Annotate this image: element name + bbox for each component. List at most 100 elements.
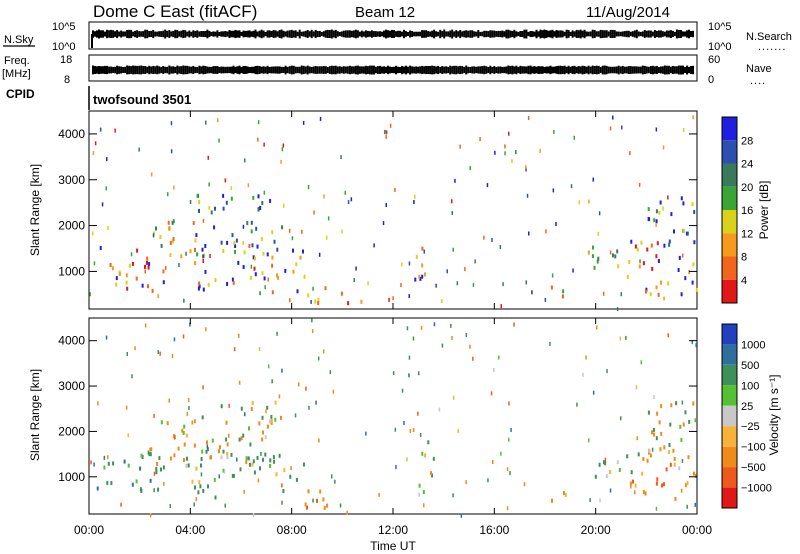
- scatter-cell: [663, 243, 666, 248]
- freq-sample: [513, 66, 516, 74]
- nave-dots: ....: [750, 75, 766, 87]
- noise-sample: [473, 31, 476, 37]
- freq-sample: [290, 65, 293, 75]
- y-tick-label: 4000: [58, 127, 85, 141]
- scatter-speck: [341, 229, 343, 234]
- freq-sample: [491, 67, 494, 74]
- freq-sample: [571, 66, 574, 74]
- scatter-cell: [226, 455, 229, 460]
- scatter-speck: [472, 282, 475, 287]
- scatter-speck: [114, 128, 116, 133]
- scatter-cell: [239, 467, 242, 472]
- scatter-cell: [616, 460, 619, 465]
- scatter-speck: [301, 229, 303, 234]
- scatter-speck: [539, 148, 541, 153]
- scatter-speck: [635, 385, 638, 390]
- freq-sample: [136, 65, 139, 75]
- scatter-cell: [256, 455, 259, 460]
- freq-sample: [278, 66, 281, 74]
- scatter-speck: [662, 206, 664, 211]
- scatter-cell: [252, 195, 255, 200]
- noise-sample: [581, 30, 584, 38]
- scatter-speck: [243, 489, 245, 494]
- scatter-speck: [552, 188, 555, 193]
- scatter-speck: [183, 298, 185, 303]
- colorbar-tick-label: 28: [741, 135, 753, 147]
- noise-sample: [294, 30, 297, 38]
- scatter-cell: [665, 467, 668, 472]
- scatter-speck: [90, 460, 92, 465]
- scatter-cell: [160, 420, 163, 425]
- noise-sample: [96, 30, 98, 38]
- noise-sample: [671, 30, 674, 37]
- scatter-speck: [99, 127, 102, 132]
- scatter-cell: [222, 449, 225, 454]
- noise-sample: [411, 31, 414, 37]
- scatter-cell: [427, 440, 430, 445]
- scatter-speck: [572, 268, 574, 273]
- scatter-cell: [284, 268, 287, 273]
- scatter-cell: [630, 470, 633, 475]
- noise-panel: [88, 21, 698, 50]
- freq-sample: [591, 65, 594, 75]
- freq-sample: [122, 67, 125, 73]
- scatter-speck: [259, 291, 261, 296]
- scatter-cell: [271, 263, 274, 268]
- noise-sample: [553, 31, 556, 37]
- noise-sample: [306, 30, 309, 38]
- noise-sample: [192, 30, 195, 38]
- time-x-axis: 00:00 04:00 08:00 12:00 16:00 20:00 00:00: [74, 111, 712, 537]
- freq-sample: [665, 65, 668, 75]
- noise-sample: [196, 30, 199, 38]
- freq-sample: [573, 65, 576, 75]
- scatter-cell: [160, 243, 163, 248]
- noise-sample: [160, 31, 163, 37]
- scatter-cell: [249, 442, 252, 447]
- scatter-speck: [412, 336, 415, 341]
- noise-sample: [647, 30, 650, 38]
- noise-sample: [509, 30, 512, 38]
- scatter-cell: [225, 200, 228, 205]
- freq-sample: [621, 65, 624, 74]
- freq-sample: [354, 65, 357, 75]
- freq-sample: [631, 66, 634, 74]
- scatter-speck: [409, 429, 412, 433]
- scatter-speck: [682, 253, 684, 258]
- freq-sample: [266, 65, 269, 75]
- scatter-speck: [353, 278, 355, 283]
- freq-sample: [527, 65, 530, 75]
- freq-sample: [194, 66, 197, 74]
- noise-sample: [619, 31, 622, 37]
- colorbar-tick-label: −100: [741, 442, 766, 454]
- noise-sample: [170, 31, 173, 37]
- scatter-speck: [423, 249, 425, 254]
- scatter-speck: [308, 405, 310, 410]
- freq-sample: [525, 66, 528, 74]
- noise-sample: [621, 31, 624, 37]
- scatter-cell: [249, 275, 252, 280]
- scatter-cell: [196, 194, 199, 198]
- noise-sample: [407, 32, 409, 36]
- scatter-cell: [251, 462, 254, 467]
- scatter-speck: [318, 252, 321, 257]
- scatter-speck: [392, 371, 395, 376]
- scatter-speck: [302, 120, 305, 125]
- noise-sample: [421, 30, 424, 38]
- noise-sample: [330, 29, 333, 39]
- freq-sample: [383, 66, 385, 74]
- scatter-speck: [506, 506, 509, 511]
- noise-sample: [613, 30, 616, 38]
- noise-sample: [284, 31, 287, 37]
- noise-sample: [443, 29, 446, 39]
- scatter-cell: [673, 462, 676, 467]
- scatter-cell: [253, 470, 256, 475]
- noise-sample: [469, 30, 472, 38]
- scatter-speck: [498, 355, 500, 360]
- freq-sample: [344, 66, 347, 74]
- noise-sample: [585, 31, 588, 37]
- colorbar-level: [722, 364, 737, 386]
- scatter-cell: [139, 466, 142, 471]
- y-tick-label: 4000: [58, 334, 85, 348]
- scatter-cell: [172, 237, 175, 242]
- scatter-speck: [97, 401, 99, 406]
